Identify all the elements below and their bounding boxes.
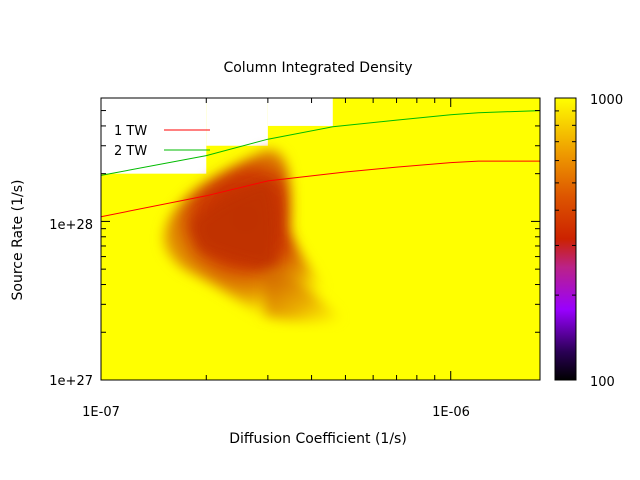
chart-title: Column Integrated Density bbox=[223, 60, 412, 76]
x-tick-label-1: 1E-07 bbox=[82, 405, 120, 420]
legend-label-1: 1 TW bbox=[114, 124, 147, 139]
blank-cell-1 bbox=[101, 98, 207, 174]
plot-border bbox=[100, 97, 541, 381]
legend: 1 TW 2 TW bbox=[114, 124, 210, 159]
y-axis-label: Source Rate (1/s) bbox=[10, 180, 26, 301]
series-line-2 bbox=[100, 110, 541, 176]
y-tick-label-2: 1e+28 bbox=[49, 218, 93, 233]
x-axis-label: Diffusion Coefficient (1/s) bbox=[229, 431, 407, 447]
y-tick-label-1: 1e+27 bbox=[49, 374, 93, 389]
colorbar-ticks bbox=[555, 97, 576, 381]
colorbar-tick-low: 100 bbox=[590, 375, 615, 390]
colorbar-gradient bbox=[554, 97, 577, 381]
blank-cell-3 bbox=[267, 98, 333, 126]
blank-cell-2 bbox=[206, 98, 268, 146]
axis-ticks bbox=[100, 97, 540, 381]
series-lines bbox=[100, 110, 541, 218]
colorbar: 1000 100 bbox=[554, 93, 623, 390]
series-line-1 bbox=[100, 160, 540, 218]
legend-label-2: 2 TW bbox=[114, 144, 147, 159]
blank-cells bbox=[101, 98, 333, 174]
colorbar-tick-high: 1000 bbox=[590, 93, 623, 108]
x-tick-label-2: 1E-06 bbox=[432, 405, 470, 420]
heatmap-tail bbox=[265, 269, 340, 323]
plot-area bbox=[100, 97, 541, 381]
heatmap-low-region bbox=[163, 149, 345, 323]
heatmap-core bbox=[190, 180, 278, 270]
